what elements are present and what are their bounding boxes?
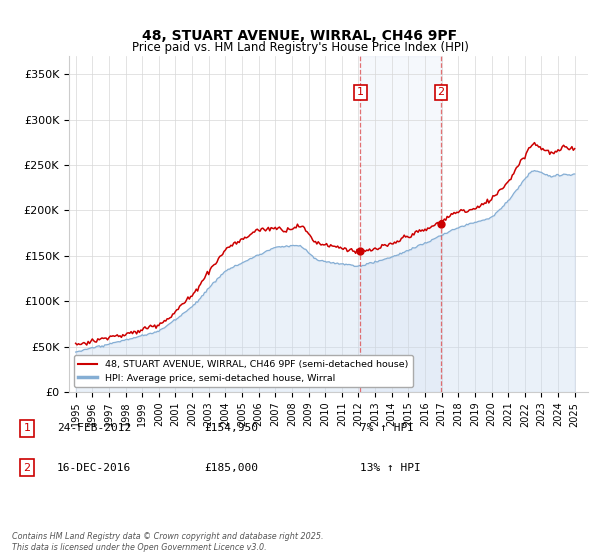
Text: 13% ↑ HPI: 13% ↑ HPI [360,463,421,473]
Text: 24-FEB-2012: 24-FEB-2012 [57,423,131,433]
Legend: 48, STUART AVENUE, WIRRAL, CH46 9PF (semi-detached house), HPI: Average price, s: 48, STUART AVENUE, WIRRAL, CH46 9PF (sem… [74,355,413,388]
Bar [361,56,441,392]
Text: 48, STUART AVENUE, WIRRAL, CH46 9PF: 48, STUART AVENUE, WIRRAL, CH46 9PF [142,29,458,44]
Text: 1: 1 [357,87,364,97]
Text: 2: 2 [437,87,445,97]
Text: £185,000: £185,000 [204,463,258,473]
Text: 16-DEC-2016: 16-DEC-2016 [57,463,131,473]
Text: Price paid vs. HM Land Registry's House Price Index (HPI): Price paid vs. HM Land Registry's House … [131,41,469,54]
Text: 7% ↑ HPI: 7% ↑ HPI [360,423,414,433]
Text: 1: 1 [23,423,31,433]
Text: 2: 2 [23,463,31,473]
Text: Contains HM Land Registry data © Crown copyright and database right 2025.
This d: Contains HM Land Registry data © Crown c… [12,532,323,552]
Text: £154,950: £154,950 [204,423,258,433]
